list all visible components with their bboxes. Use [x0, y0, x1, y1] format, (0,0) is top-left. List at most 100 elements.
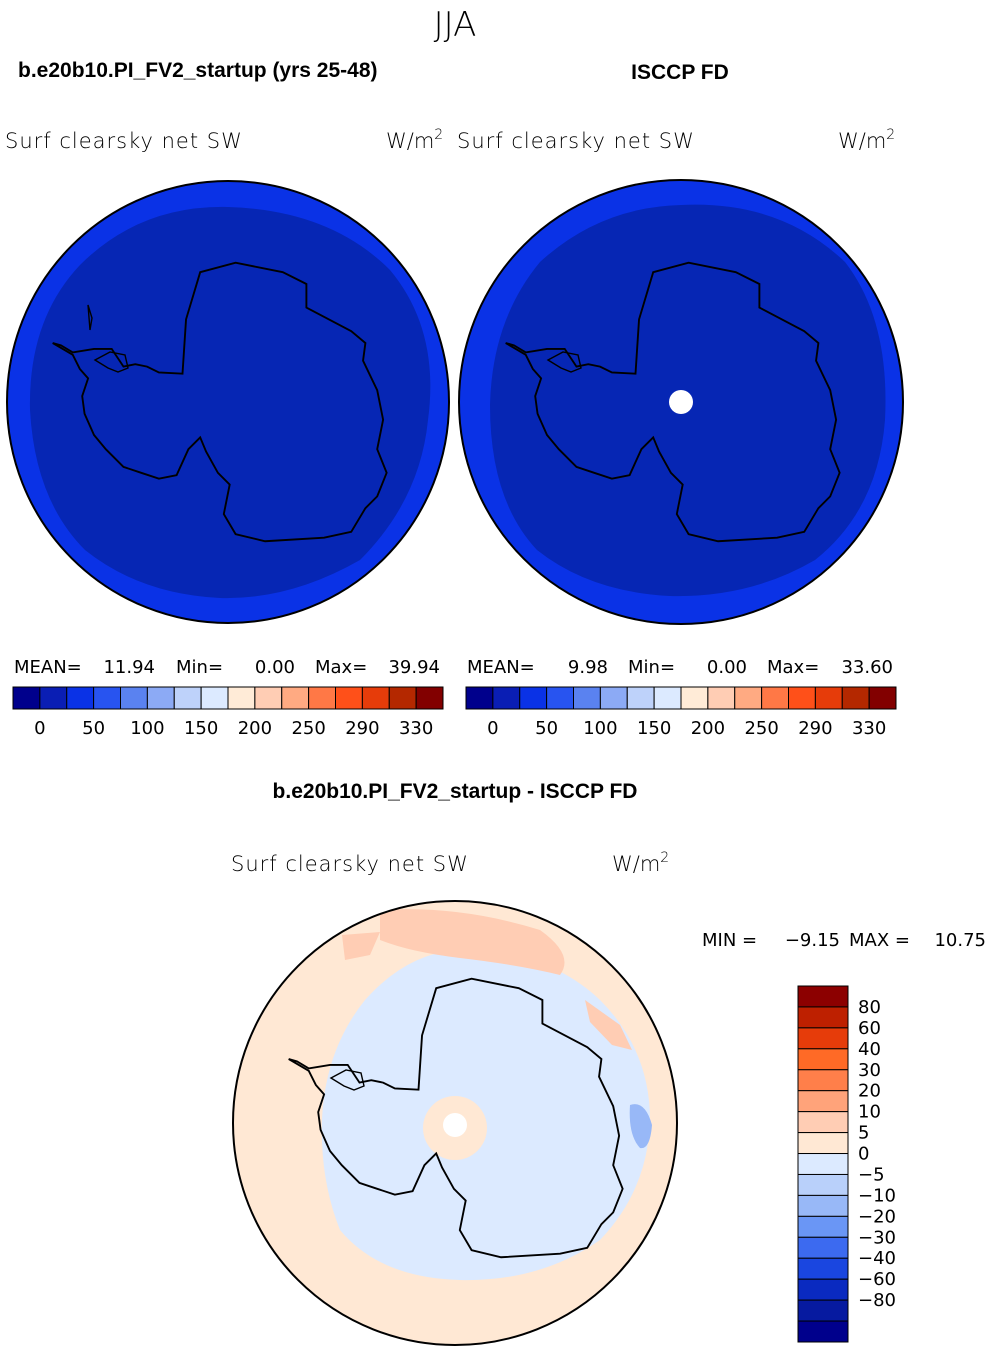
colorbar-model-swatch [335, 686, 363, 710]
panel-model-units: W/m2 [386, 127, 443, 153]
map-model-peninsula-detail [93, 351, 129, 373]
panel-diff-variable: Surf clearsky net SW [231, 852, 469, 876]
colorbar-model-label: 150 [184, 718, 218, 739]
colorbar-model-swatch [12, 686, 41, 710]
colorbar-diff-swatch [797, 1173, 849, 1196]
colorbar-obs-label: 150 [637, 718, 671, 739]
colorbar-diff-label: −40 [858, 1248, 896, 1269]
map-model [7, 181, 449, 623]
panel-diff-units: W/m2 [612, 850, 669, 876]
svg-text:Min=: Min= [628, 657, 675, 678]
colorbar-model-swatch [146, 686, 175, 710]
map-diff-positive-patch-left [342, 932, 380, 960]
colorbar-obs-label: 50 [535, 718, 558, 739]
colorbar-diff-label: −5 [858, 1164, 885, 1185]
colorbar-model-swatch [93, 686, 121, 710]
colorbar-diff-label: −80 [858, 1290, 896, 1311]
colorbar-model-swatch [120, 686, 148, 710]
colorbar-diff-swatch [797, 1320, 849, 1343]
map-obs-peninsula-detail [546, 351, 582, 373]
season-title: JJA [434, 5, 477, 45]
colorbar-model-label: 50 [82, 718, 105, 739]
map-diff-positive-patch-top [380, 909, 565, 975]
svg-text:MEAN=: MEAN= [467, 657, 535, 678]
colorbar-diff-swatch [797, 1153, 849, 1175]
colorbar-model-label: 290 [345, 718, 379, 739]
map-obs-missing-pole [669, 390, 693, 414]
colorbar-model-swatch [227, 686, 256, 710]
svg-text:0.00: 0.00 [255, 657, 295, 678]
colorbar-diff-swatch [797, 1132, 849, 1155]
svg-text:39.94: 39.94 [388, 657, 440, 678]
map-obs-border [458, 179, 904, 625]
colorbar-diff-label: −60 [858, 1269, 896, 1290]
colorbar-obs-swatch [841, 686, 870, 710]
panel-diff-units-exponent: 2 [660, 850, 669, 866]
colorbar-model: 0 50 100 150 200 250 290 330 [12, 686, 444, 739]
svg-text:MAX =: MAX = [849, 930, 910, 951]
colorbar-obs-swatch [626, 686, 655, 710]
map-diff [233, 901, 677, 1345]
colorbar-obs-swatch [465, 686, 494, 710]
colorbar-model-swatch [254, 686, 283, 710]
colorbar-model-swatch [39, 686, 68, 710]
svg-text:MIN =: MIN = [702, 930, 757, 951]
colorbar-diff-swatch [797, 1111, 849, 1134]
colorbar-diff-label: 0 [858, 1144, 869, 1165]
panel-obs-units: W/m2 [838, 127, 895, 153]
map-diff-positive-patch-right [585, 1000, 632, 1050]
colorbar-diff-label: 30 [858, 1060, 881, 1081]
colorbar-diff-label: −20 [858, 1206, 896, 1227]
panel-obs-units-exponent: 2 [886, 127, 895, 143]
colorbar-diff-swatch [797, 1215, 849, 1238]
colorbar-obs-label: 250 [744, 718, 778, 739]
map-diff-negative-region [321, 949, 650, 1281]
colorbar-obs-swatch [519, 686, 548, 710]
colorbar-model-swatch [173, 686, 202, 710]
colorbar-diff-swatch [797, 1069, 849, 1092]
panel-diff-title: b.e20b10.PI_FV2_startup - ISCCP FD [273, 780, 638, 803]
panel-diff: b.e20b10.PI_FV2_startup - ISCCP FD Surf … [231, 780, 986, 1346]
svg-text:11.94: 11.94 [103, 657, 155, 678]
colorbar-model-swatch [66, 686, 95, 710]
colorbar-model-swatch [200, 686, 229, 710]
colorbar-obs-swatch [707, 686, 736, 710]
colorbar-diff-swatch [797, 1027, 849, 1050]
colorbar-obs-swatch [546, 686, 574, 710]
map-model-border [6, 180, 450, 624]
colorbar-obs: 0 50 100 150 200 250 290 330 [465, 686, 897, 739]
svg-text:10.75: 10.75 [934, 930, 986, 951]
colorbar-obs-label: 0 [487, 718, 498, 739]
colorbar-obs-swatch [680, 686, 709, 710]
svg-text:Min=: Min= [176, 657, 223, 678]
colorbar-obs-swatch [761, 686, 789, 710]
colorbar-diff-label: 5 [858, 1123, 869, 1144]
colorbar-model-label: 330 [399, 718, 433, 739]
colorbar-model-swatch [415, 686, 444, 710]
diff-minmax: MIN = −9.15 MAX = 10.75 [702, 930, 986, 951]
colorbar-diff-label: 40 [858, 1039, 881, 1060]
colorbar-diff-label: 60 [858, 1018, 881, 1039]
colorbar-diff-swatch [797, 985, 849, 1008]
colorbar-diff-swatch [797, 1194, 849, 1217]
colorbar-diff-swatch [797, 1090, 849, 1113]
colorbar-model-label: 200 [238, 718, 272, 739]
colorbar-obs-label: 330 [852, 718, 886, 739]
map-diff-strong-negative-patch [629, 1104, 652, 1149]
svg-text:MEAN=: MEAN= [14, 657, 82, 678]
map-diff-peninsula-detail [329, 1069, 365, 1091]
map-obs [459, 180, 903, 624]
colorbar-obs-swatch [814, 686, 843, 710]
colorbar-model-label: 100 [130, 718, 164, 739]
colorbar-model-swatch [361, 686, 390, 710]
colorbar-obs-swatch [573, 686, 601, 710]
colorbar-diff-label: −30 [858, 1227, 896, 1248]
panel-model-title: b.e20b10.PI_FV2_startup (yrs 25-48) [18, 59, 378, 82]
colorbar-obs-label: 100 [583, 718, 617, 739]
colorbar-diff-swatch [797, 1299, 849, 1322]
colorbar-obs-swatch [788, 686, 816, 710]
colorbar-model-label: 250 [291, 718, 325, 739]
colorbar-model-swatch [388, 686, 417, 710]
